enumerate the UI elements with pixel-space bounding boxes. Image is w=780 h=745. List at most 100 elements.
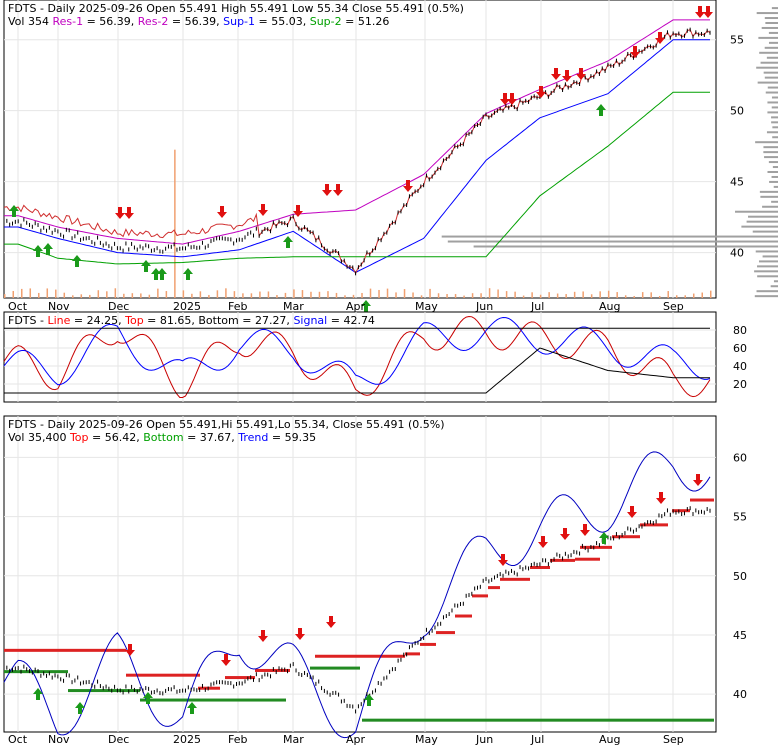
volume-profile-bar: [771, 175, 778, 178]
buy-arrow: [33, 688, 43, 700]
sell-arrow: [656, 492, 666, 504]
volume-bar: [140, 293, 142, 298]
volume-bar: [531, 292, 533, 298]
volume-bar: [403, 289, 406, 298]
volume-bar: [497, 289, 499, 298]
volume-profile-bar: [773, 185, 778, 188]
buy-arrow: [187, 702, 197, 714]
sell-arrow: [562, 70, 572, 82]
price-panel-header-1: FDTS - Daily 2025-09-26 Open 55.491 High…: [8, 2, 464, 15]
oscillator-panel-frame: [3, 311, 717, 403]
buy-arrow: [72, 255, 82, 267]
volume-bar: [480, 293, 482, 298]
volume-bar: [344, 295, 346, 298]
volume-profile-bar: [771, 200, 778, 203]
top-band: [575, 557, 600, 561]
volume-profile-bar: [763, 71, 778, 74]
trend-x-tick: Dec: [108, 733, 129, 745]
volume-profile-bar: [755, 250, 778, 253]
volume-profile-bar: [767, 170, 778, 173]
volume-bar: [463, 295, 465, 298]
volume-bar: [590, 294, 593, 298]
trend-y-tick: 55: [733, 511, 747, 524]
volume-bar: [352, 294, 355, 298]
top-band: [405, 652, 420, 656]
top-band: [640, 523, 668, 527]
volume-bar: [267, 291, 270, 298]
volume-profile-bar: [761, 26, 778, 29]
sell-arrow: [655, 32, 665, 44]
buy-arrow: [151, 268, 161, 280]
volume-profile-bar: [772, 166, 778, 169]
volume-bar: [199, 291, 202, 298]
sell-arrow: [538, 536, 548, 548]
buy-arrow: [364, 694, 374, 706]
price-y-tick: 55: [730, 34, 744, 47]
volume-bar: [89, 294, 91, 298]
volume-bar: [514, 291, 516, 298]
trend-panel-header-2: Vol 35,400 Top = 56.42, Bottom = 37.67, …: [8, 431, 316, 444]
volume-profile-bar: [746, 220, 778, 223]
volume-bar: [208, 294, 210, 298]
volume-bar: [573, 291, 576, 298]
price-x-tick: Sep: [663, 300, 684, 313]
volume-bar: [114, 288, 117, 298]
sell-arrow: [295, 628, 305, 640]
top-band: [4, 648, 126, 652]
volume-profile-bar: [764, 17, 778, 20]
oscillator-bottom-line: [4, 347, 710, 394]
volume-bar: [675, 295, 678, 298]
volume-bar: [361, 292, 363, 298]
price-x-tick: Dec: [108, 300, 129, 313]
buy-arrow: [43, 243, 53, 255]
volume-bar: [488, 288, 491, 298]
volume-bar: [318, 291, 321, 298]
buy-arrow: [283, 236, 293, 248]
volume-profile-bar: [766, 56, 778, 59]
volume-bar: [710, 290, 712, 298]
trend-panel-frame: [3, 415, 717, 733]
volume-bar: [157, 288, 159, 298]
sell-arrow: [258, 630, 268, 642]
volume-bar: [29, 288, 32, 298]
volume-profile-bar: [757, 265, 778, 268]
volume-bar: [4, 294, 6, 298]
volume-profile-bar: [773, 280, 778, 283]
bottom-band: [4, 670, 68, 674]
volume-profile-bar: [763, 146, 778, 149]
price-x-tick: Jun: [475, 300, 493, 313]
volume-profile-bar: [441, 235, 778, 238]
sell-arrow: [576, 68, 586, 80]
volume-bar: [80, 294, 83, 298]
volume-bar: [624, 295, 627, 298]
volume-bar: [216, 290, 219, 298]
volume-bar: [667, 291, 669, 298]
volume-profile-bar: [767, 101, 778, 104]
sell-arrow: [124, 207, 134, 219]
price-x-tick: Nov: [48, 300, 70, 313]
volume-bar: [684, 295, 686, 298]
trend-x-tick: Oct: [8, 733, 28, 745]
trend-x-tick: Nov: [48, 733, 70, 745]
volume-bar: [641, 292, 644, 298]
trend-x-tick: Apr: [346, 733, 366, 745]
volume-bar: [420, 295, 423, 298]
oscillator-y-tick: 40: [733, 360, 747, 373]
volume-profile-bar: [765, 21, 778, 24]
volume-profile-bar: [771, 7, 778, 10]
bottom-band: [68, 689, 140, 693]
volume-profile-bar: [767, 111, 778, 114]
volume-profile-bar: [768, 31, 778, 34]
buy-arrow: [157, 268, 167, 280]
trend-x-tick: Mar: [283, 733, 304, 745]
volume-bar: [250, 293, 253, 298]
volume-profile-bar: [759, 51, 778, 54]
volume-bar: [582, 291, 584, 298]
sell-arrow: [293, 205, 303, 217]
volume-bar: [123, 293, 125, 298]
volume-profile-bar: [766, 131, 778, 134]
volume-bar: [701, 292, 703, 298]
volume-profile-bar: [756, 290, 778, 293]
sell-arrow: [695, 6, 705, 18]
volume-profile-bar: [760, 195, 778, 198]
